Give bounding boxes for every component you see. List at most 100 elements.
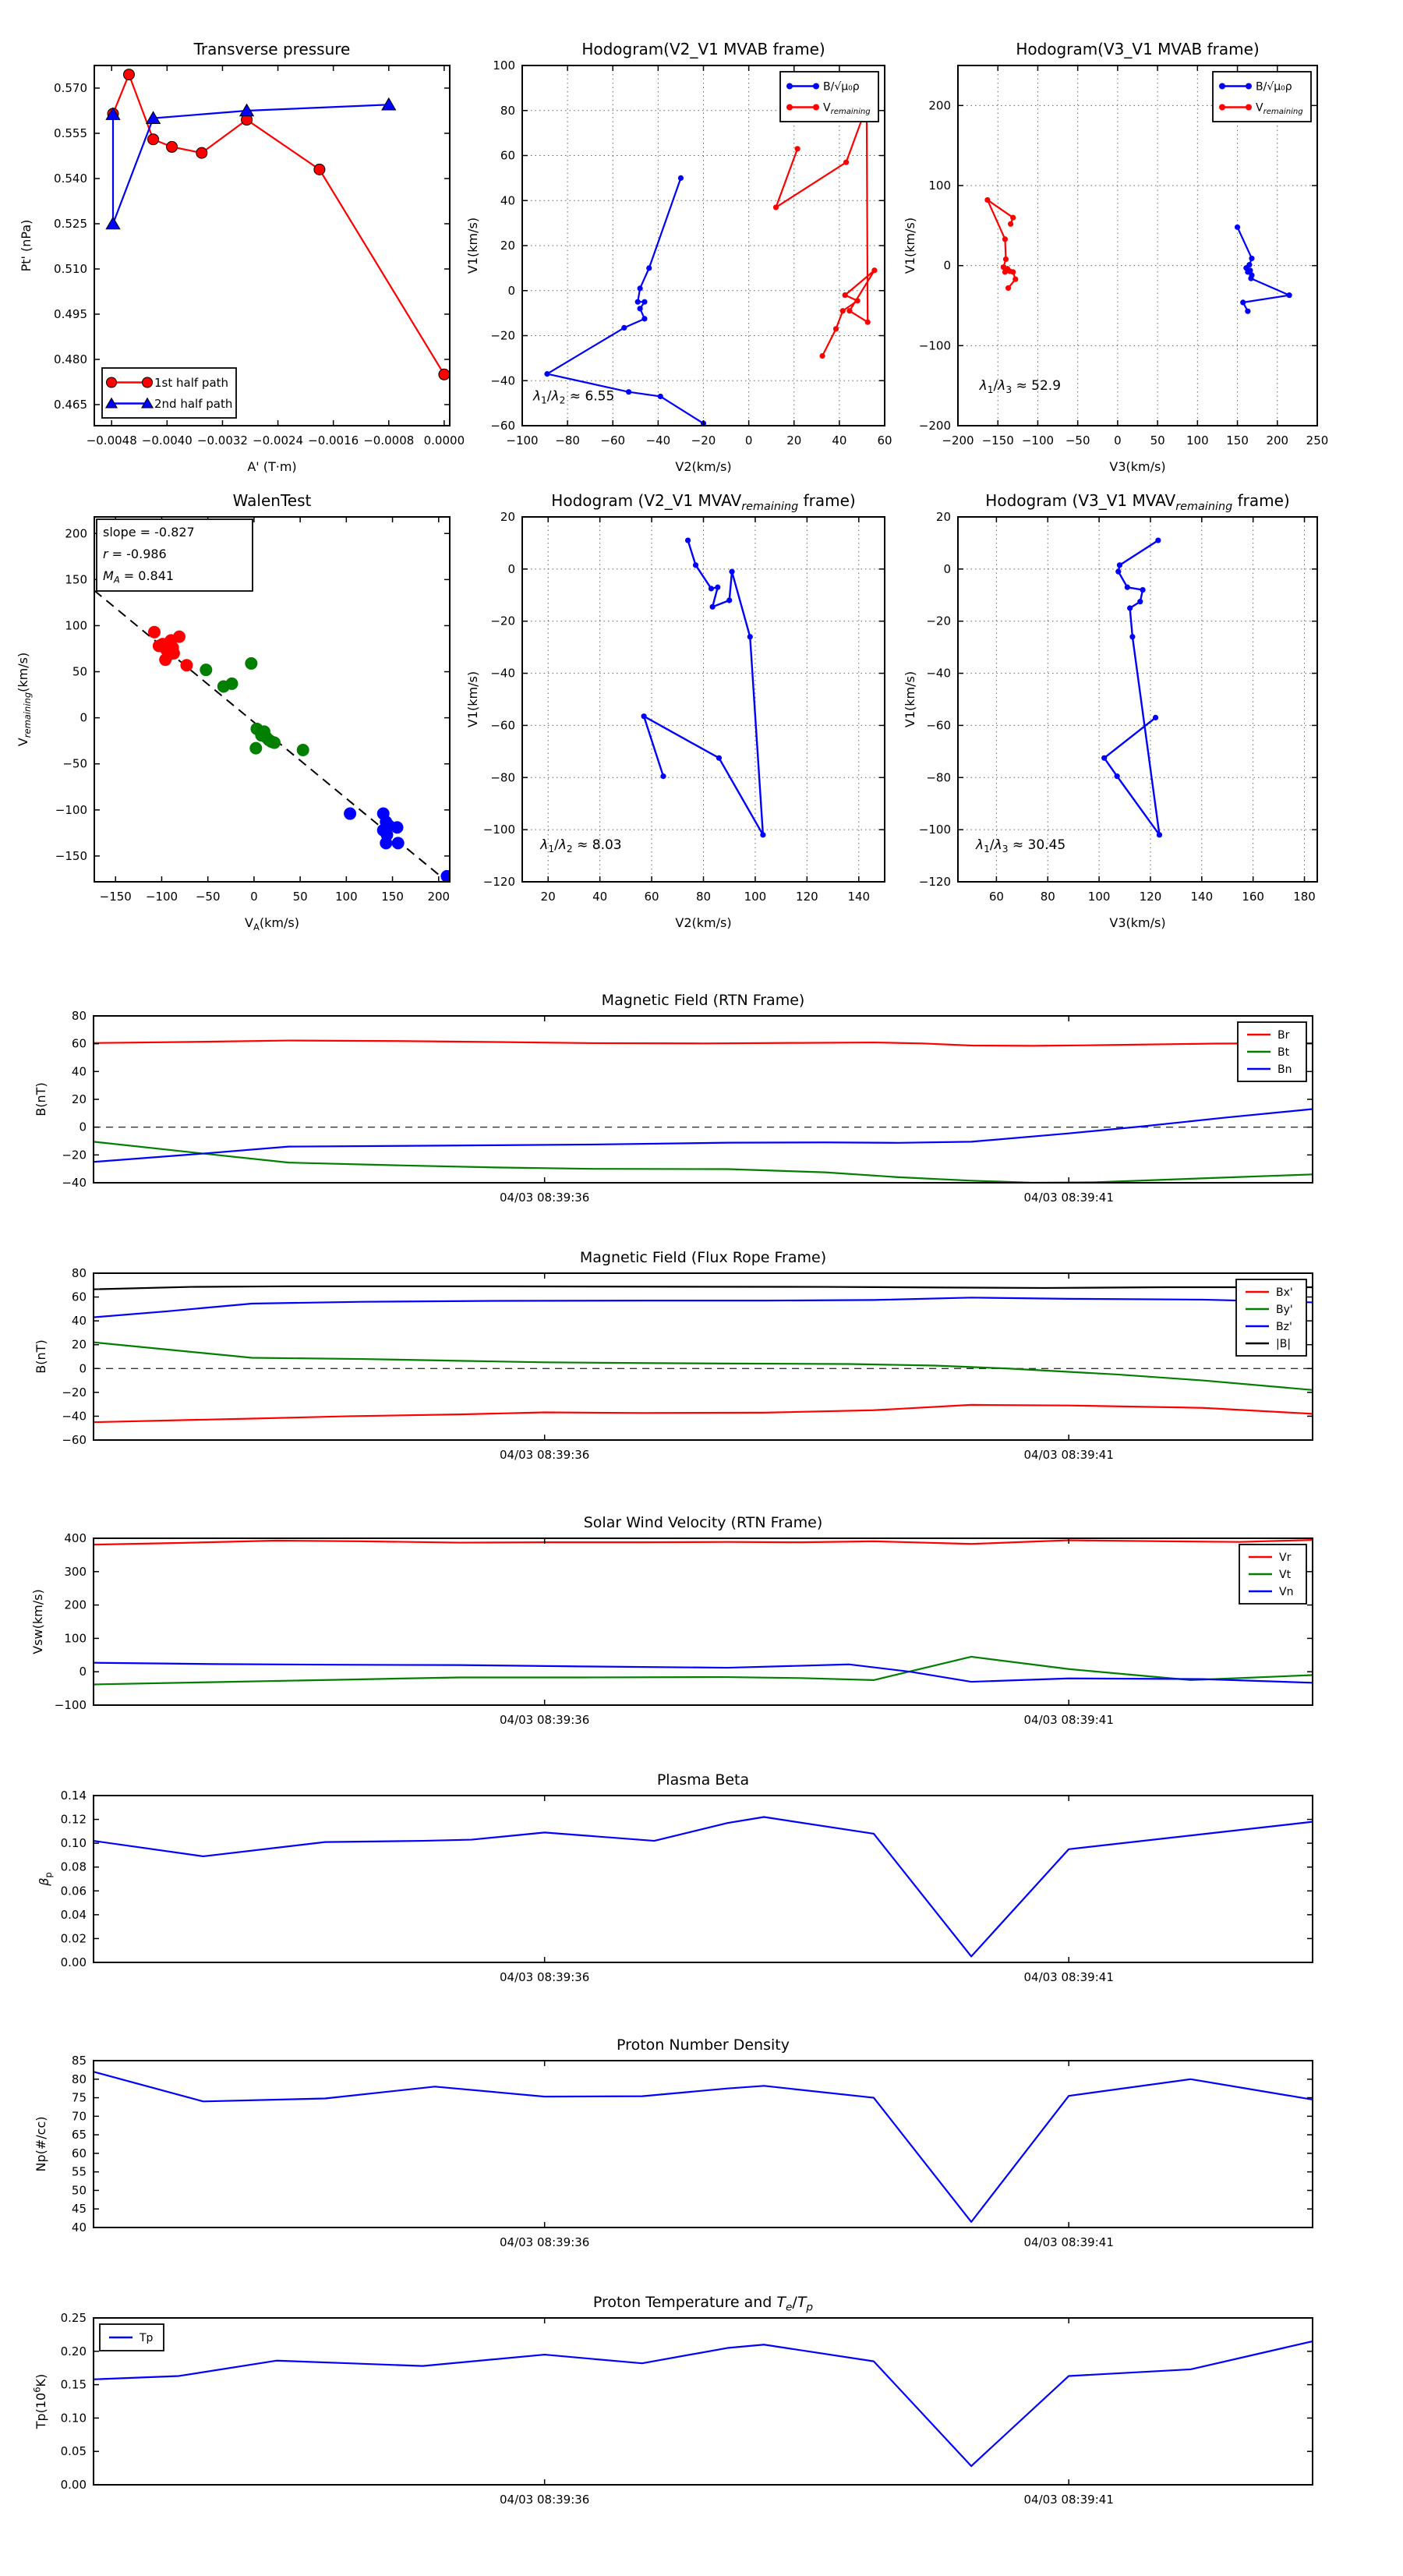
- legend-marker: [106, 377, 117, 388]
- y-tick-label: −20: [926, 614, 951, 628]
- x-tick-label: −40: [646, 433, 671, 448]
- y-tick-label: −60: [490, 419, 515, 433]
- y-tick-label: 100: [928, 179, 951, 193]
- x-tick-label: 04/03 08:39:41: [1024, 1448, 1114, 1462]
- legend-marker: [1219, 83, 1225, 90]
- y-tick-label: 60: [72, 1290, 87, 1304]
- point-v3-v1-path: [1127, 605, 1133, 611]
- x-axis-label: V2(km/s): [675, 915, 731, 930]
- y-tick-label: 0.06: [61, 1884, 87, 1898]
- y-tick-label: 400: [64, 1531, 87, 1545]
- stats-box: [96, 518, 253, 592]
- point-last-third: [440, 869, 450, 882]
- x-tick-label: 80: [696, 890, 711, 904]
- stats-line: slope = -0.827: [103, 525, 195, 540]
- legend-label: Vremaining: [823, 101, 871, 115]
- series-v2-v1-path: [642, 540, 765, 837]
- y-tick-label: 40: [500, 193, 515, 207]
- point-b-over-sqrt-mu0-rho: [637, 306, 643, 312]
- point-2nd-half-path: [145, 111, 161, 124]
- point-v2-v1-path: [641, 713, 647, 720]
- y-tick-label: 0.480: [54, 352, 87, 366]
- point-v-remaining: [843, 159, 850, 165]
- point-v3-v1-path: [1101, 755, 1108, 761]
- point-b-over-sqrt-mu0-rho: [641, 316, 648, 322]
- x-tick-label: −0.0008: [363, 433, 414, 448]
- point-v3-v1-path: [1114, 773, 1120, 780]
- point-v-remaining: [984, 196, 991, 203]
- series-bn: [94, 1108, 1313, 1163]
- x-tick-label: 04/03 08:39:36: [500, 1970, 589, 1984]
- point-b-over-sqrt-mu0-rho: [641, 299, 648, 305]
- y-tick-label: 60: [72, 2146, 87, 2160]
- x-axis-label: V3(km/s): [1109, 459, 1165, 474]
- plot-title: Magnetic Field (RTN Frame): [602, 992, 805, 1009]
- point-1st-half-path: [166, 140, 178, 153]
- legend-label: By': [1276, 1304, 1293, 1316]
- point-last-third: [391, 821, 404, 834]
- axes-frame: [957, 516, 1318, 883]
- y-tick-label: 150: [65, 572, 87, 586]
- y-tick-label: 20: [500, 510, 515, 524]
- y-tick-label: 200: [65, 526, 87, 540]
- x-tick-label: 140: [1191, 890, 1214, 904]
- y-tick-label: 0: [507, 562, 515, 576]
- legend-marker: [813, 104, 819, 111]
- plot-title: Transverse pressure: [193, 40, 351, 58]
- y-tick-label: 50: [72, 665, 87, 679]
- y-tick-label: −100: [919, 823, 951, 837]
- legend-label: Bz': [1276, 1321, 1292, 1333]
- plot-title: Magnetic Field (Flux Rope Frame): [580, 1249, 826, 1266]
- legend-box: [1212, 71, 1312, 122]
- legend-label: Bx': [1276, 1286, 1293, 1299]
- y-tick-label: −20: [62, 1148, 87, 1162]
- y-tick-label: 65: [72, 2128, 87, 2142]
- y-tick-label: 0: [943, 562, 951, 576]
- point-v2-v1-path: [708, 586, 715, 592]
- y-tick-label: 80: [72, 1266, 87, 1280]
- x-tick-label: 100: [1088, 890, 1111, 904]
- legend-label: Vremaining: [1256, 101, 1303, 115]
- y-tick-label: 0: [79, 1361, 87, 1375]
- y-axis-label: Np(#/cc): [34, 2117, 48, 2172]
- y-tick-label: 60: [72, 1037, 87, 1051]
- point-b-over-sqrt-mu0-rho: [1249, 255, 1255, 262]
- point-v-remaining: [832, 326, 839, 332]
- y-tick-label: −20: [490, 329, 515, 343]
- x-tick-label: 60: [989, 890, 1004, 904]
- y-tick-label: 70: [72, 2109, 87, 2123]
- point-v-remaining: [1008, 221, 1014, 227]
- point-b-over-sqrt-mu0-rho: [657, 393, 663, 400]
- x-tick-label: 04/03 08:39:41: [1024, 1970, 1114, 1984]
- y-tick-label: −100: [55, 803, 87, 817]
- axes-frame: [93, 1795, 1313, 1963]
- x-tick-label: 40: [832, 433, 846, 448]
- point-v-remaining: [1002, 269, 1009, 275]
- series-b-magnitude: [94, 1285, 1313, 1290]
- plot-solar-wind-velocity: 04/03 08:39:36 04/03 08:39:41 −100 0 100 200 3…: [30, 1514, 1313, 1727]
- series-v-remaining: [986, 199, 1016, 289]
- legend: B/√μ₀ρ Vremaining: [779, 71, 879, 122]
- point-v3-v1-path: [1116, 562, 1123, 568]
- x-tick-label: −150: [982, 433, 1014, 448]
- series-tp: [94, 2340, 1313, 2468]
- y-tick-label: 100: [65, 618, 87, 632]
- series-bx-prime: [94, 1403, 1313, 1424]
- legend-label: |B|: [1276, 1338, 1291, 1350]
- point-middle-third: [200, 663, 213, 677]
- point-v-remaining: [871, 267, 878, 274]
- point-b-over-sqrt-mu0-rho: [1245, 269, 1251, 275]
- y-axis-label: B(nT): [34, 1339, 48, 1373]
- x-tick-label: 150: [381, 890, 404, 904]
- point-v-remaining: [842, 292, 848, 299]
- y-tick-label: 0: [507, 284, 515, 298]
- y-tick-label: −40: [490, 373, 515, 387]
- plot-magnetic-field-flux-rope: 04/03 08:39:36 04/03 08:39:41 −60 −40 −20 0 20…: [34, 1249, 1313, 1462]
- legend-label: 1st half path: [154, 376, 228, 390]
- x-tick-label: −100: [146, 890, 178, 904]
- point-v2-v1-path: [660, 773, 666, 780]
- legend-label: B/√μ₀ρ: [823, 80, 860, 93]
- series-vr: [94, 1539, 1313, 1546]
- point-v-remaining: [839, 308, 846, 314]
